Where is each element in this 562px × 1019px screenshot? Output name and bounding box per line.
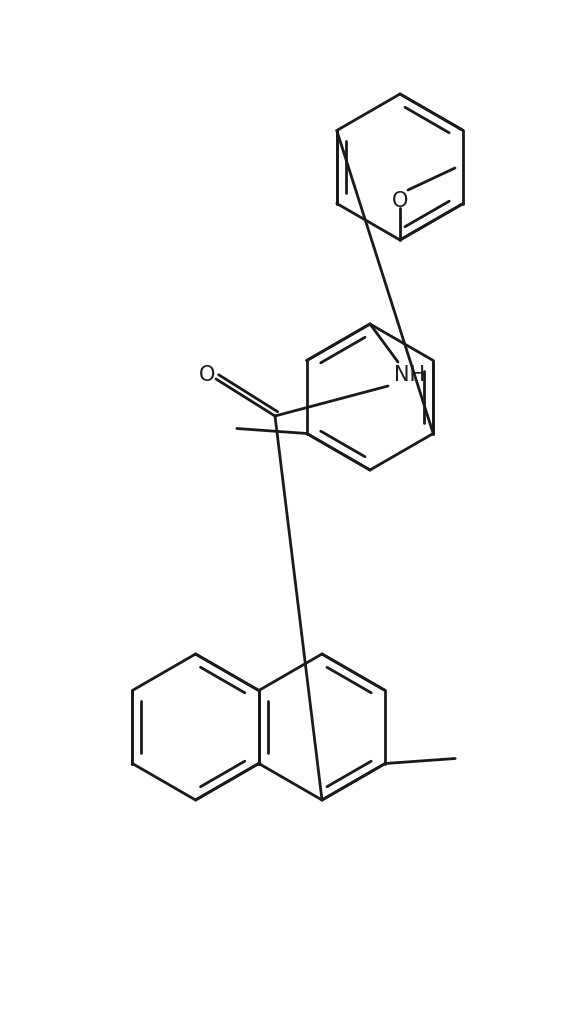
Text: NH: NH (395, 365, 425, 384)
Text: O: O (392, 191, 408, 211)
Text: O: O (199, 365, 215, 384)
